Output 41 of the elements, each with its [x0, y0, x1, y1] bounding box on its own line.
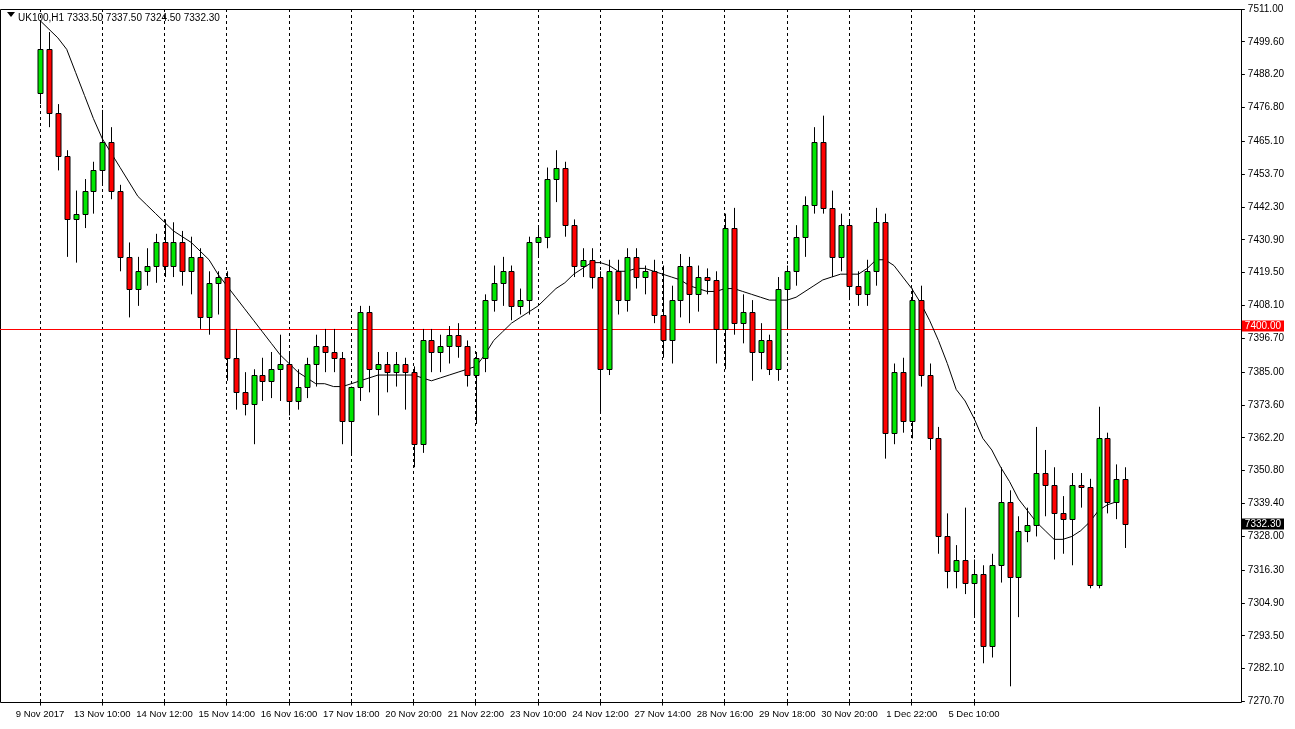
y-tick-label: 7282.10 [1247, 662, 1285, 674]
y-tick-label: 7396.70 [1247, 332, 1285, 344]
x-tick-label: 17 Nov 18:00 [323, 707, 380, 719]
chart-title: UK100,H1 7333.50 7337.50 7324.50 7332.30 [18, 11, 221, 23]
x-tick-label: 1 Dec 22:00 [886, 707, 938, 719]
x-tick-label: 23 Nov 10:00 [509, 707, 567, 719]
y-tick-label: 7511.00 [1247, 2, 1284, 14]
x-tick-label: 28 Nov 16:00 [696, 707, 754, 719]
y-tick-label: 7488.20 [1247, 68, 1285, 80]
x-tick-label: 27 Nov 14:00 [634, 707, 691, 719]
text: 7332.30 [1244, 518, 1282, 530]
y-tick-label: 7385.00 [1247, 365, 1285, 377]
x-tick-label: 16 Nov 16:00 [260, 707, 318, 719]
y-tick-label: 7442.30 [1247, 200, 1285, 212]
y-tick-label: 7373.60 [1247, 398, 1285, 410]
y-tick-label: 7328.00 [1247, 530, 1285, 542]
x-tick-label: 21 Nov 22:00 [447, 707, 505, 719]
y-tick-label: 7453.70 [1247, 167, 1285, 179]
x-tick-label: 15 Nov 14:00 [198, 707, 256, 719]
y-tick-label: 7316.30 [1247, 563, 1285, 575]
x-tick-label: 24 Nov 12:00 [572, 707, 629, 719]
x-tick-label: 20 Nov 20:00 [385, 707, 442, 719]
y-tick-label: 7419.50 [1247, 266, 1285, 278]
y-tick-label: 7430.90 [1247, 233, 1285, 245]
y-tick-label: 7293.50 [1247, 629, 1285, 641]
y-tick-label: 7362.20 [1247, 431, 1285, 443]
y-tick-label: 7304.90 [1247, 596, 1285, 608]
y-tick-label: 7350.80 [1247, 464, 1285, 476]
x-tick-label: 5 Dec 10:00 [948, 707, 1000, 719]
y-tick-label: 7476.80 [1247, 101, 1285, 113]
x-tick-label: 13 Nov 10:00 [74, 707, 131, 719]
y-tick-label: 7270.70 [1247, 695, 1285, 707]
x-tick-label: 14 Nov 12:00 [136, 707, 193, 719]
x-tick-label: 9 Nov 2017 [15, 707, 65, 719]
y-tick-label: 7339.40 [1247, 497, 1285, 509]
ref-line-label: 7400.00 [1244, 320, 1282, 332]
y-tick-label: 7408.10 [1247, 299, 1285, 311]
y-tick-label: 7499.60 [1247, 35, 1285, 47]
x-tick-label: 29 Nov 18:00 [758, 707, 816, 719]
x-tick-label: 30 Nov 20:00 [821, 707, 878, 719]
y-tick-label: 7465.10 [1247, 135, 1285, 147]
